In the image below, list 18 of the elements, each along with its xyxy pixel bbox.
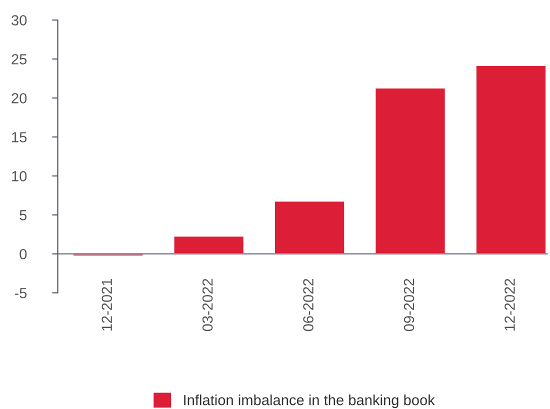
y-tick-label: -5	[14, 288, 27, 298]
y-tick-label: 15	[12, 132, 27, 142]
y-tick-label: 30	[12, 15, 27, 26]
bar	[475, 64, 547, 255]
y-tick-label: 20	[12, 93, 27, 104]
y-tick-label: 25	[12, 54, 27, 64]
x-tick-label: 06-2022	[303, 278, 314, 332]
x-tick-label: 12-2021	[102, 278, 112, 331]
x-tick-label: 12-2022	[504, 278, 515, 331]
y-tick-label: 5	[20, 210, 27, 220]
x-tick-label: 09-2022	[404, 278, 414, 332]
legend-label: Inflation imbalance in the banking book	[184, 394, 435, 408]
y-tick-label: 0	[20, 248, 27, 260]
bar	[172, 235, 245, 255]
y-tick-label: 10	[12, 171, 27, 182]
bar	[274, 200, 346, 255]
bar	[374, 87, 446, 255]
x-tick-label: 03-2022	[202, 278, 213, 332]
